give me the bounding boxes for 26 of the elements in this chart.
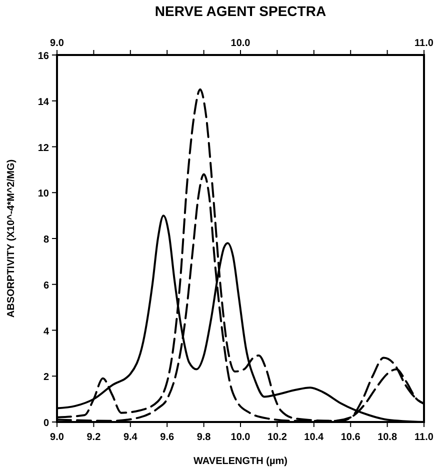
x-tick-label: 10.8 [378, 432, 398, 443]
x-tick-label: 9.0 [50, 432, 64, 443]
y-tick-label: 4 [43, 326, 50, 338]
y-tick-label: 6 [43, 280, 50, 292]
y-tick-label: 14 [38, 96, 50, 108]
x-tick-label: 9.2 [86, 432, 102, 443]
x-tick-label: 9.8 [196, 432, 212, 443]
x2-tick-label: 11.0 [414, 38, 434, 49]
x-tick-label: 10.4 [304, 432, 324, 443]
y-tick-label: 12 [38, 142, 50, 154]
y-axis-title: ABSORPTIVITY (X10^-4*M^2/MG) [6, 159, 17, 318]
y-tick-label: 0 [43, 418, 50, 429]
y-tick-label: 10 [38, 188, 50, 200]
x2-tick-label: 9.0 [50, 38, 64, 49]
x-axis-title: WAVELENGTH (µm) [194, 456, 288, 467]
x-tick-label: 9.4 [123, 432, 138, 443]
chart-title: NERVE AGENT SPECTRA [154, 3, 326, 19]
x-tick-label: 9.6 [160, 432, 174, 443]
x-tick-label: 10.6 [340, 432, 361, 443]
y-tick-label: 8 [43, 234, 50, 246]
y-tick-label: 2 [43, 372, 50, 384]
x-tick-label: 10.0 [230, 432, 251, 443]
x2-tick-label: 10.0 [230, 38, 251, 49]
x-tick-label: 11.0 [414, 432, 434, 443]
y-tick-label: 16 [38, 51, 50, 62]
x-tick-label: 10.2 [267, 432, 288, 443]
